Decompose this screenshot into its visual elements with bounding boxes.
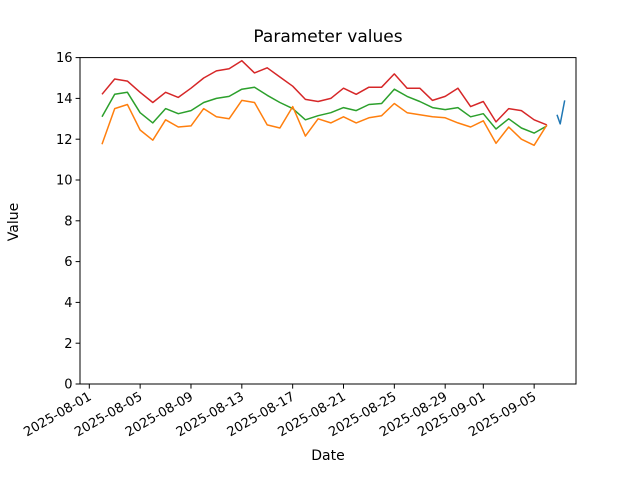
series-lines: [101, 59, 566, 147]
y-tick-label: 6: [64, 255, 72, 270]
y-tick-label: 16: [56, 51, 73, 66]
chart-title: Parameter values: [253, 27, 403, 47]
y-axis-ticks: [75, 57, 80, 385]
x-axis-tick-labels: 2025-08-012025-08-052025-08-092025-08-13…: [21, 389, 539, 440]
y-tick-label: 12: [56, 133, 73, 148]
series-line-red: [101, 59, 548, 126]
x-axis-ticks: [88, 384, 535, 389]
y-axis-tick-labels: 0 2 4 6 8 10 12 14 16: [56, 51, 73, 392]
series-line-blue: [556, 100, 566, 125]
y-tick-label: 8: [64, 214, 72, 229]
x-axis-label: Date: [311, 448, 345, 464]
plot-frame: [79, 57, 577, 385]
series-line-orange: [101, 99, 548, 147]
y-tick-label: 4: [64, 296, 72, 311]
series-line-green: [101, 86, 548, 134]
y-tick-label: 10: [56, 174, 73, 189]
y-tick-label: 0: [64, 378, 72, 393]
y-tick-label: 14: [56, 92, 73, 107]
y-tick-label: 2: [64, 337, 72, 352]
